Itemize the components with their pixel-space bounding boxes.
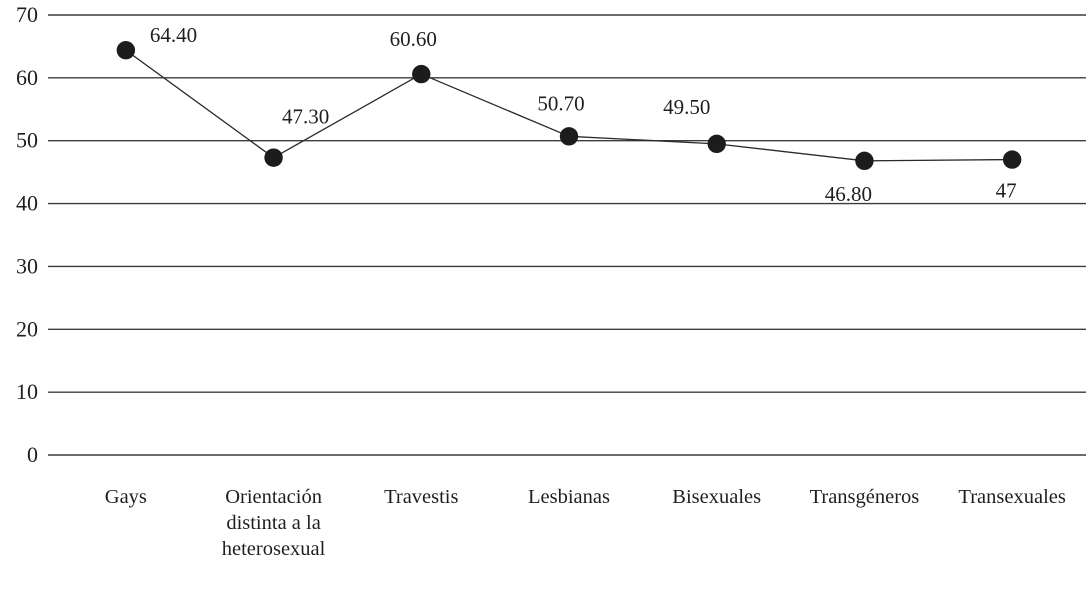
x-category-label: Travestis xyxy=(384,486,458,508)
data-point-value-label: 64.40 xyxy=(150,23,197,47)
x-category-label: Gays xyxy=(105,486,147,508)
y-tick-label: 70 xyxy=(16,2,38,27)
x-category-label: Lesbianas xyxy=(528,486,610,508)
data-point-marker xyxy=(1002,150,1022,169)
data-point-value-label: 47.30 xyxy=(282,105,329,129)
data-point-marker xyxy=(707,134,726,154)
data-point-value-label: 50.70 xyxy=(537,91,584,115)
y-tick-label: 50 xyxy=(16,128,38,153)
y-tick-label: 30 xyxy=(16,253,38,278)
x-category-label: Bisexuales xyxy=(672,486,761,508)
y-tick-label: 60 xyxy=(16,65,38,90)
y-tick-label: 0 xyxy=(27,442,38,467)
y-tick-label: 20 xyxy=(16,316,38,341)
x-category-label: distinta a la xyxy=(226,512,321,534)
data-point-marker xyxy=(264,148,283,167)
x-category-label: Orientación xyxy=(225,486,322,508)
data-point-value-label: 49.50 xyxy=(663,95,710,119)
y-tick-label: 40 xyxy=(16,191,38,216)
y-tick-label: 10 xyxy=(16,379,38,404)
x-category-label: Transexuales xyxy=(958,486,1065,508)
data-point-value-label: 60.60 xyxy=(390,27,437,51)
x-category-label: Transgéneros xyxy=(810,486,920,508)
data-point-marker xyxy=(559,127,579,146)
x-category-label: heterosexual xyxy=(222,538,326,560)
data-point-marker xyxy=(855,151,874,171)
data-point-marker xyxy=(116,41,136,60)
data-point-value-label: 47 xyxy=(996,179,1017,203)
data-point-value-label: 46.80 xyxy=(825,182,872,206)
data-point-marker xyxy=(412,64,431,84)
